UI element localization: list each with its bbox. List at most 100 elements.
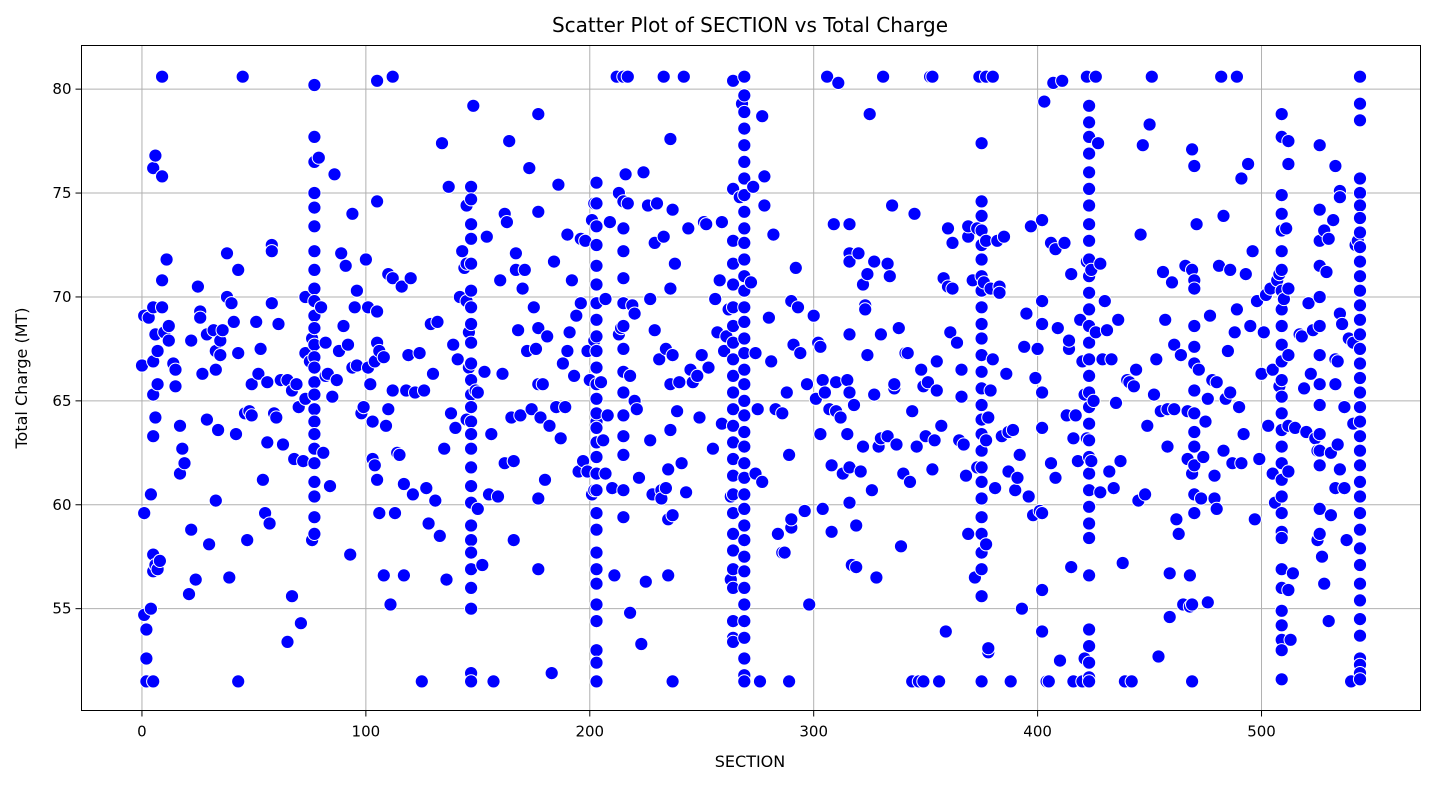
scatter-point bbox=[1003, 674, 1018, 689]
scatter-point bbox=[974, 208, 989, 223]
scatter-point bbox=[737, 518, 752, 533]
scatter-point bbox=[1057, 235, 1072, 250]
scatter-point bbox=[470, 501, 485, 516]
scatter-point bbox=[506, 454, 521, 469]
scatter-point bbox=[307, 281, 322, 296]
scatter-point bbox=[1041, 674, 1056, 689]
x-tick-label: 0 bbox=[137, 723, 147, 741]
scatter-point bbox=[820, 69, 835, 84]
scatter-point bbox=[1274, 389, 1289, 404]
scatter-point bbox=[1312, 458, 1327, 473]
scatter-point bbox=[307, 360, 322, 375]
scatter-point bbox=[376, 350, 391, 365]
scatter-point bbox=[1035, 316, 1050, 332]
scatter-point bbox=[540, 329, 555, 344]
scatter-point bbox=[737, 439, 752, 454]
scatter-point bbox=[356, 400, 371, 415]
scatter-point bbox=[567, 368, 582, 383]
scatter-point bbox=[490, 489, 506, 504]
scatter-point bbox=[589, 483, 604, 498]
scatter-point bbox=[616, 447, 631, 462]
scatter-point bbox=[1303, 366, 1318, 381]
scatter-point bbox=[1352, 225, 1368, 240]
scatter-point bbox=[1232, 400, 1247, 415]
scatter-point bbox=[737, 651, 752, 666]
scatter-point bbox=[510, 323, 526, 338]
scatter-point bbox=[293, 616, 308, 631]
scatter-point bbox=[737, 597, 752, 612]
scatter-point bbox=[1352, 429, 1368, 444]
scatter-point bbox=[1082, 639, 1097, 654]
scatter-point bbox=[464, 441, 479, 456]
scatter-point bbox=[464, 674, 479, 689]
scatter-point bbox=[1082, 115, 1097, 130]
scatter-point bbox=[1352, 312, 1368, 327]
scatter-point bbox=[974, 491, 989, 506]
scatter-point bbox=[598, 291, 613, 307]
scatter-point bbox=[1214, 69, 1229, 84]
scatter-point bbox=[358, 252, 373, 267]
scatter-point bbox=[1187, 439, 1202, 454]
scatter-point bbox=[1028, 370, 1043, 386]
scatter-point bbox=[802, 597, 817, 612]
scatter-point bbox=[1274, 618, 1289, 633]
scatter-point bbox=[464, 192, 479, 207]
scatter-point bbox=[1200, 595, 1215, 610]
scatter-point bbox=[833, 410, 848, 425]
scatter-point bbox=[387, 505, 403, 521]
scatter-point bbox=[737, 564, 752, 579]
scatter-point bbox=[752, 674, 768, 689]
scatter-point bbox=[430, 314, 445, 329]
scatter-point bbox=[1256, 325, 1271, 340]
scatter-point bbox=[858, 302, 873, 317]
x-tick-label: 500 bbox=[1247, 723, 1276, 741]
scatter-point bbox=[764, 354, 779, 369]
scatter-point bbox=[974, 460, 989, 475]
scatter-point bbox=[464, 217, 479, 232]
scatter-point bbox=[1274, 373, 1289, 388]
scatter-point bbox=[1236, 427, 1251, 442]
scatter-point bbox=[1238, 267, 1253, 282]
scatter-point bbox=[589, 196, 604, 211]
scatter-point bbox=[1187, 158, 1202, 174]
scatter-point bbox=[255, 472, 270, 487]
scatter-point bbox=[1352, 341, 1368, 356]
scatter-point bbox=[143, 487, 158, 502]
scatter-point bbox=[168, 379, 183, 394]
scatter-point bbox=[190, 279, 205, 294]
scatter-point bbox=[726, 385, 741, 400]
scatter-point bbox=[737, 614, 752, 629]
scatter-point bbox=[1339, 533, 1354, 548]
scatter-point bbox=[589, 277, 604, 292]
scatter-point bbox=[464, 460, 479, 475]
scatter-point bbox=[1312, 377, 1327, 392]
scatter-point bbox=[1352, 240, 1368, 255]
scatter-point bbox=[665, 508, 680, 523]
scatter-point bbox=[1162, 609, 1177, 625]
scatter-point bbox=[405, 487, 420, 502]
scatter-point bbox=[1274, 505, 1289, 521]
scatter-point bbox=[231, 346, 246, 361]
scatter-point bbox=[589, 237, 604, 253]
scatter-point bbox=[679, 485, 694, 500]
scatter-point bbox=[647, 323, 662, 338]
scatter-point bbox=[396, 476, 411, 492]
scatter-point bbox=[1274, 206, 1289, 221]
x-tick-label: 200 bbox=[575, 723, 604, 741]
scatter-point bbox=[363, 377, 378, 392]
scatter-point bbox=[1281, 582, 1296, 598]
scatter-point bbox=[1312, 202, 1327, 217]
scatter-point bbox=[307, 510, 322, 525]
scatter-point bbox=[1297, 381, 1312, 396]
scatter-point bbox=[1162, 566, 1177, 581]
scatter-point bbox=[139, 651, 154, 666]
scatter-point bbox=[334, 246, 349, 261]
scatter-point bbox=[560, 343, 575, 359]
scatter-point bbox=[177, 456, 192, 471]
scatter-point bbox=[475, 557, 490, 573]
scatter-point bbox=[464, 580, 479, 596]
scatter-point bbox=[1008, 483, 1023, 498]
scatter-point bbox=[627, 306, 642, 321]
scatter-point bbox=[486, 674, 501, 689]
scatter-point bbox=[1012, 447, 1027, 462]
